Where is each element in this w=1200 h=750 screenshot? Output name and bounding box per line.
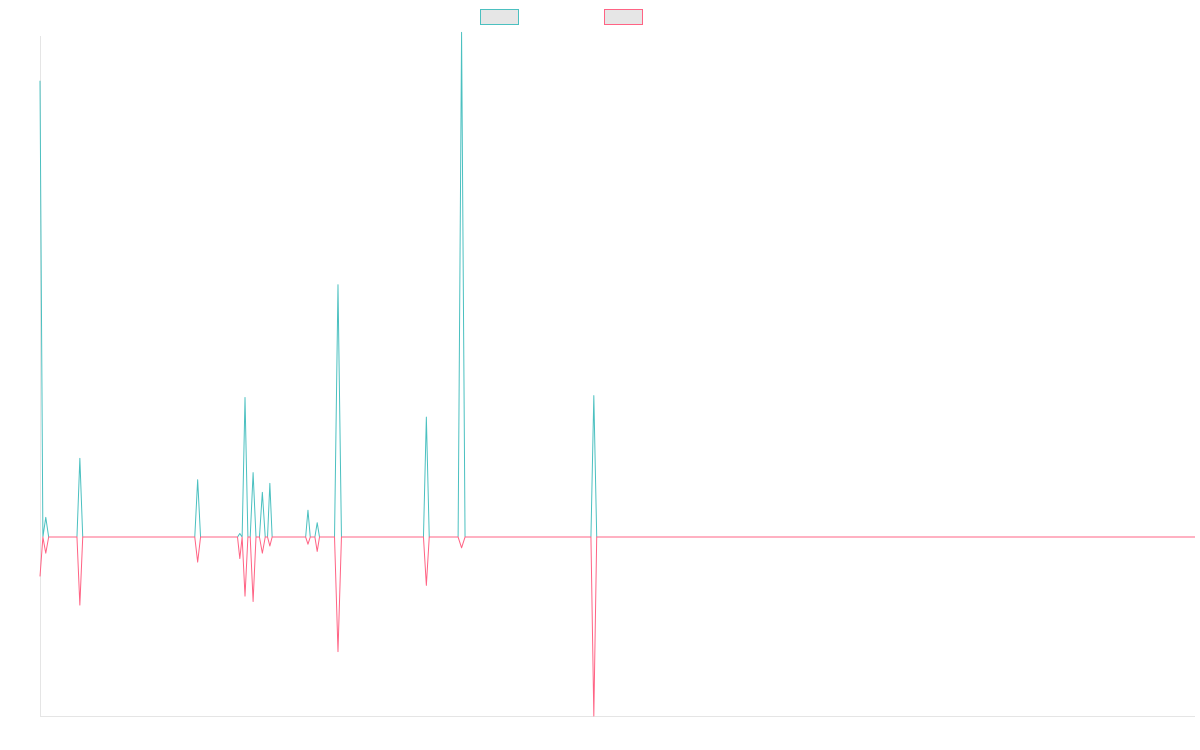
axes (40, 36, 1195, 717)
series-1-line (39, 31, 1195, 538)
series-layer (39, 31, 1195, 717)
series-2-line (39, 536, 1195, 717)
legend-swatch-series-2[interactable] (604, 9, 643, 25)
legend-swatch-series-1[interactable] (480, 9, 519, 25)
